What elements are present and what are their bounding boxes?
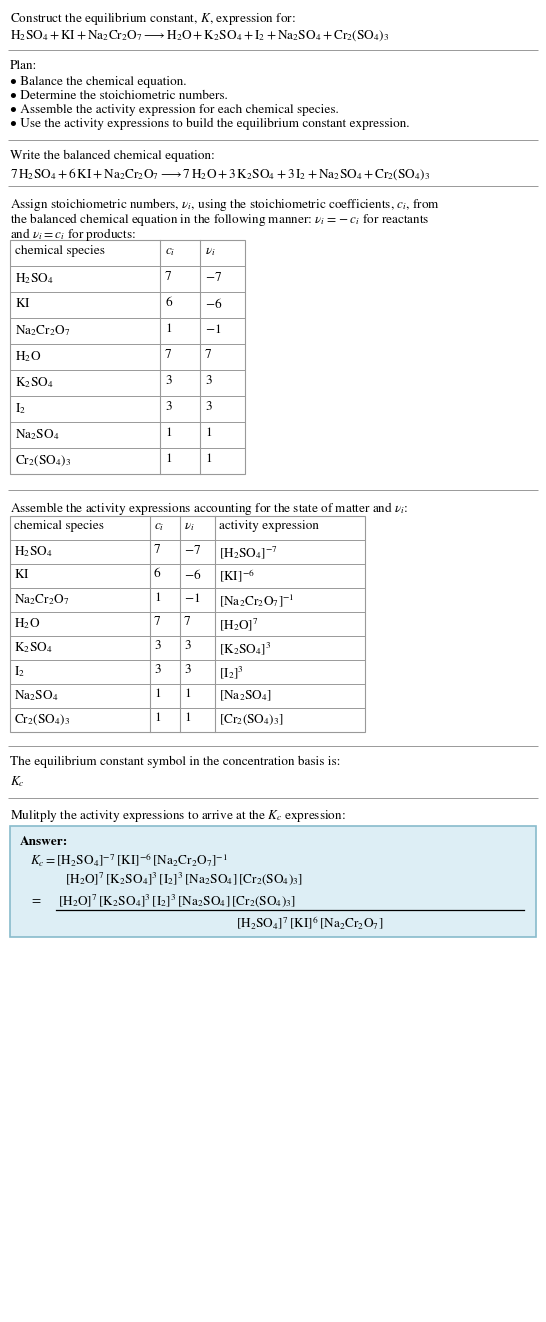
- Text: $[\mathrm{H_2SO_4}]^{-7}$: $[\mathrm{H_2SO_4}]^{-7}$: [219, 543, 278, 561]
- Text: $[\mathrm{Na_2Cr_2O_7}]^{-1}$: $[\mathrm{Na_2Cr_2O_7}]^{-1}$: [219, 592, 295, 608]
- Text: 7: 7: [205, 349, 212, 361]
- Text: and $\nu_i = c_i$ for products:: and $\nu_i = c_i$ for products:: [10, 226, 136, 243]
- Text: $\mathrm{H_2O}$: $\mathrm{H_2O}$: [14, 616, 40, 631]
- Text: • Determine the stoichiometric numbers.: • Determine the stoichiometric numbers.: [10, 90, 228, 102]
- Text: Plan:: Plan:: [10, 59, 37, 71]
- Text: $[\mathrm{H_2O}]^{7}$: $[\mathrm{H_2O}]^{7}$: [219, 616, 259, 633]
- Text: $c_i$: $c_i$: [154, 520, 164, 533]
- Text: $\mathrm{K_2SO_4}$: $\mathrm{K_2SO_4}$: [15, 375, 54, 390]
- Text: 1: 1: [205, 427, 212, 439]
- Text: chemical species: chemical species: [15, 245, 105, 256]
- Text: $\mathrm{Cr_2(SO_4)_3}$: $\mathrm{Cr_2(SO_4)_3}$: [15, 453, 71, 468]
- Text: $[\mathrm{K_2SO_4}]^{3}$: $[\mathrm{K_2SO_4}]^{3}$: [219, 640, 271, 657]
- Text: $-6$: $-6$: [205, 297, 222, 311]
- Text: 1: 1: [165, 427, 172, 439]
- Text: $\mathrm{Na_2Cr_2O_7}$: $\mathrm{Na_2Cr_2O_7}$: [15, 323, 70, 338]
- Text: • Use the activity expressions to build the equilibrium constant expression.: • Use the activity expressions to build …: [10, 118, 409, 131]
- Text: $K_c$: $K_c$: [10, 773, 25, 789]
- Text: Answer:: Answer:: [20, 836, 68, 847]
- Text: $[\mathrm{Na_2SO_4}]$: $[\mathrm{Na_2SO_4}]$: [219, 687, 272, 702]
- Text: 1: 1: [165, 323, 172, 334]
- Bar: [10, 826, 536, 937]
- Text: • Balance the chemical equation.: • Balance the chemical equation.: [10, 75, 187, 89]
- Text: 1: 1: [154, 713, 161, 723]
- Text: 3: 3: [154, 664, 161, 676]
- Text: $-1$: $-1$: [184, 592, 200, 605]
- Text: 1: 1: [184, 687, 191, 699]
- Text: Assemble the activity expressions accounting for the state of matter and $\nu_i$: Assemble the activity expressions accoun…: [10, 500, 408, 517]
- Text: $K_c = [\mathrm{H_2SO_4}]^{-7}\,[\mathrm{KI}]^{-6}\,[\mathrm{Na_2Cr_2O_7}]^{-1}$: $K_c = [\mathrm{H_2SO_4}]^{-7}\,[\mathrm…: [30, 851, 228, 870]
- Text: $[\mathrm{KI}]^{-6}$: $[\mathrm{KI}]^{-6}$: [219, 568, 255, 586]
- Text: Assign stoichiometric numbers, $\nu_i$, using the stoichiometric coefficients, $: Assign stoichiometric numbers, $\nu_i$, …: [10, 196, 440, 213]
- Text: $\mathrm{KI}$: $\mathrm{KI}$: [15, 297, 31, 309]
- Text: 7: 7: [165, 349, 171, 361]
- Text: 7: 7: [165, 271, 171, 283]
- Text: $\nu_i$: $\nu_i$: [205, 245, 216, 258]
- Text: $[\mathrm{H_2SO_4}]^{7}\,[\mathrm{KI}]^{6}\,[\mathrm{Na_2Cr_2O_7}]$: $[\mathrm{H_2SO_4}]^{7}\,[\mathrm{KI}]^{…: [236, 915, 384, 932]
- Text: 7: 7: [154, 543, 161, 555]
- Text: 7: 7: [184, 616, 191, 628]
- Text: $-7$: $-7$: [184, 543, 201, 557]
- Text: $\mathrm{H_2SO_4}$: $\mathrm{H_2SO_4}$: [14, 543, 52, 559]
- Text: $c_i$: $c_i$: [165, 245, 175, 258]
- Text: activity expression: activity expression: [219, 520, 319, 531]
- Text: Write the balanced chemical equation:: Write the balanced chemical equation:: [10, 149, 215, 163]
- Text: 1: 1: [205, 453, 212, 465]
- Text: 1: 1: [184, 713, 191, 723]
- Text: $\mathrm{K_2SO_4}$: $\mathrm{K_2SO_4}$: [14, 640, 52, 654]
- Text: 3: 3: [205, 401, 212, 412]
- Text: Construct the equilibrium constant, $K$, expression for:: Construct the equilibrium constant, $K$,…: [10, 11, 296, 26]
- Text: the balanced chemical equation in the following manner: $\nu_i = -c_i$ for react: the balanced chemical equation in the fo…: [10, 212, 430, 227]
- Text: $\mathrm{Na_2SO_4}$: $\mathrm{Na_2SO_4}$: [15, 427, 60, 442]
- Text: $-1$: $-1$: [205, 323, 222, 336]
- Text: $\nu_i$: $\nu_i$: [184, 520, 195, 533]
- Text: 3: 3: [205, 375, 212, 387]
- Text: $-6$: $-6$: [184, 568, 201, 582]
- Text: $\mathrm{7\,H_2SO_4 + 6\,KI + Na_2Cr_2O_7 \longrightarrow 7\,H_2O + 3\,K_2SO_4 +: $\mathrm{7\,H_2SO_4 + 6\,KI + Na_2Cr_2O_…: [10, 167, 430, 181]
- Text: 3: 3: [165, 375, 171, 387]
- Text: $\mathrm{Cr_2(SO_4)_3}$: $\mathrm{Cr_2(SO_4)_3}$: [14, 713, 70, 727]
- Text: $\mathrm{I_2}$: $\mathrm{I_2}$: [14, 664, 25, 678]
- Text: $-7$: $-7$: [205, 271, 222, 284]
- Text: $\mathrm{KI}$: $\mathrm{KI}$: [14, 568, 29, 580]
- Text: $[\mathrm{H_2O}]^{7}\,[\mathrm{K_2SO_4}]^{3}\,[\mathrm{I_2}]^{3}\,[\mathrm{Na_2S: $[\mathrm{H_2O}]^{7}\,[\mathrm{K_2SO_4}]…: [58, 892, 296, 908]
- Text: 3: 3: [165, 401, 171, 412]
- Text: chemical species: chemical species: [14, 520, 104, 531]
- Text: $[\mathrm{H_2O}]^{7}\,[\mathrm{K_2SO_4}]^{3}\,[\mathrm{I_2}]^{3}\,[\mathrm{Na_2S: $[\mathrm{H_2O}]^{7}\,[\mathrm{K_2SO_4}]…: [65, 870, 303, 887]
- Text: 3: 3: [154, 640, 161, 652]
- Text: $=$: $=$: [30, 894, 43, 906]
- Text: Mulitply the activity expressions to arrive at the $K_c$ expression:: Mulitply the activity expressions to arr…: [10, 808, 346, 824]
- Text: 3: 3: [184, 640, 191, 652]
- Text: 6: 6: [165, 297, 171, 309]
- Text: 1: 1: [154, 687, 161, 699]
- Text: The equilibrium constant symbol in the concentration basis is:: The equilibrium constant symbol in the c…: [10, 756, 340, 768]
- Text: 3: 3: [184, 664, 191, 676]
- Text: 1: 1: [154, 592, 161, 604]
- Text: 7: 7: [154, 616, 161, 628]
- Text: 6: 6: [154, 568, 161, 580]
- Text: $\mathrm{H_2O}$: $\mathrm{H_2O}$: [15, 349, 41, 364]
- Text: $[\mathrm{Cr_2(SO_4)_3}]$: $[\mathrm{Cr_2(SO_4)_3}]$: [219, 713, 284, 727]
- Text: $\mathrm{H_2SO_4}$: $\mathrm{H_2SO_4}$: [15, 271, 54, 286]
- Text: $\mathrm{H_2SO_4 + KI + Na_2Cr_2O_7 \longrightarrow H_2O + K_2SO_4 + I_2 + Na_2S: $\mathrm{H_2SO_4 + KI + Na_2Cr_2O_7 \lon…: [10, 28, 389, 42]
- Text: 1: 1: [165, 453, 172, 465]
- Text: $\mathrm{Na_2Cr_2O_7}$: $\mathrm{Na_2Cr_2O_7}$: [14, 592, 69, 607]
- Text: $[\mathrm{I_2}]^{3}$: $[\mathrm{I_2}]^{3}$: [219, 664, 244, 681]
- Text: $\mathrm{Na_2SO_4}$: $\mathrm{Na_2SO_4}$: [14, 687, 58, 703]
- Bar: [10, 241, 245, 475]
- Text: • Assemble the activity expression for each chemical species.: • Assemble the activity expression for e…: [10, 104, 339, 116]
- Text: $\mathrm{I_2}$: $\mathrm{I_2}$: [15, 401, 26, 416]
- Bar: [10, 516, 365, 732]
